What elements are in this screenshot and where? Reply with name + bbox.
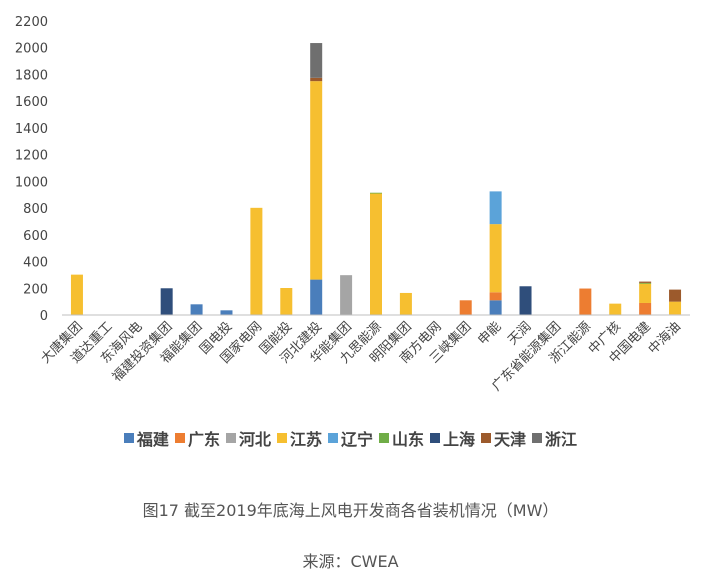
legend-swatch <box>276 433 287 443</box>
bar-segment <box>280 288 293 315</box>
bar-segment <box>639 282 652 284</box>
x-axis-labels: 大唐集团道达重工东海风电福建投资集团福能集团国电投国家电网国能投河北建投华能集团… <box>38 319 684 395</box>
legend-swatch <box>123 433 134 443</box>
legend-label: 广东 <box>187 430 220 449</box>
figure-caption: 图17 截至2019年底海上风电开发商各省装机情况（MW） <box>142 501 559 520</box>
legend-item: 福建 <box>123 426 169 450</box>
bar-segment <box>399 292 412 315</box>
legend-label: 辽宁 <box>340 430 373 449</box>
legend-swatch <box>379 433 389 443</box>
y-tick-label: 800 <box>23 202 48 217</box>
y-tick-label: 400 <box>23 256 48 271</box>
y-tick-label: 1000 <box>15 175 48 190</box>
stacked-bar-chart: 0 200 400 600 800 1000 1200 1400 1600 1800 2000 220… <box>15 15 690 395</box>
legend-swatch <box>225 433 236 443</box>
bar-segment <box>489 224 502 293</box>
legend-label: 天津 <box>494 430 527 449</box>
bar-segment <box>220 310 233 315</box>
figure-source: 来源：CWEA <box>302 552 399 571</box>
bar-segment <box>489 292 502 301</box>
y-tick-label: 1200 <box>15 149 48 164</box>
legend-swatch <box>174 433 185 443</box>
legend-label: 河北 <box>238 430 271 449</box>
legend-label: 山东 <box>392 430 425 449</box>
legend-label: 福建 <box>136 430 169 449</box>
legend-item: 河北 <box>225 426 271 450</box>
bar-segment <box>669 289 682 302</box>
bar-segment <box>250 207 263 315</box>
bar-segment <box>190 304 203 315</box>
bar-segment <box>639 283 652 303</box>
y-tick-label: 1600 <box>15 95 48 110</box>
bar-segment <box>310 43 323 78</box>
y-tick-label: 1800 <box>15 68 48 83</box>
bar-segment <box>519 286 532 315</box>
legend-item: 天津 <box>481 426 526 450</box>
y-tick-label: 600 <box>23 229 48 244</box>
legend-item: 上海 <box>430 426 475 450</box>
y-tick-label: 2200 <box>15 15 48 30</box>
bar-segment <box>669 301 682 315</box>
bar-segment <box>370 192 382 194</box>
x-tick-label: 中海油 <box>646 319 684 357</box>
legend-item: 辽宁 <box>327 426 373 450</box>
bar-segment <box>579 288 592 315</box>
legend-swatch <box>481 433 492 443</box>
legend-swatch <box>532 433 543 443</box>
bar-segment <box>310 81 323 280</box>
bars <box>70 43 682 316</box>
bar-segment <box>310 279 323 315</box>
legend-label: 浙江 <box>545 430 578 449</box>
bar-segment <box>489 191 502 225</box>
y-tick-label: 1400 <box>15 122 48 137</box>
bar-segment <box>70 274 83 315</box>
legend-item: 浙江 <box>532 426 577 450</box>
bar-segment <box>639 302 652 315</box>
legend-label: 江苏 <box>289 430 322 449</box>
legend-item: 广东 <box>174 426 220 450</box>
y-axis: 0 200 400 600 800 1000 1200 1400 1600 1800 2000 220… <box>15 15 48 324</box>
legend-item: 山东 <box>379 426 424 450</box>
x-tick-label: 申能 <box>475 319 504 348</box>
bar-segment <box>310 77 323 82</box>
legend-item: 江苏 <box>276 426 322 450</box>
y-tick-label: 2000 <box>15 42 48 57</box>
legend: 福建 广东 河北 江苏 辽宁 山东 上海 天津 浙江 <box>0 426 701 450</box>
bar-segment <box>639 281 652 283</box>
legend-swatch <box>327 433 338 443</box>
bar-segment <box>370 193 382 315</box>
bar-segment <box>340 275 353 315</box>
bar-segment <box>459 300 472 315</box>
bar-segment <box>609 303 622 315</box>
y-tick-label: 0 <box>40 309 48 324</box>
y-tick-label: 200 <box>23 282 48 297</box>
bar-segment <box>489 300 502 315</box>
bar-segment <box>160 288 173 315</box>
legend-swatch <box>430 433 441 443</box>
legend-label: 上海 <box>443 430 476 449</box>
